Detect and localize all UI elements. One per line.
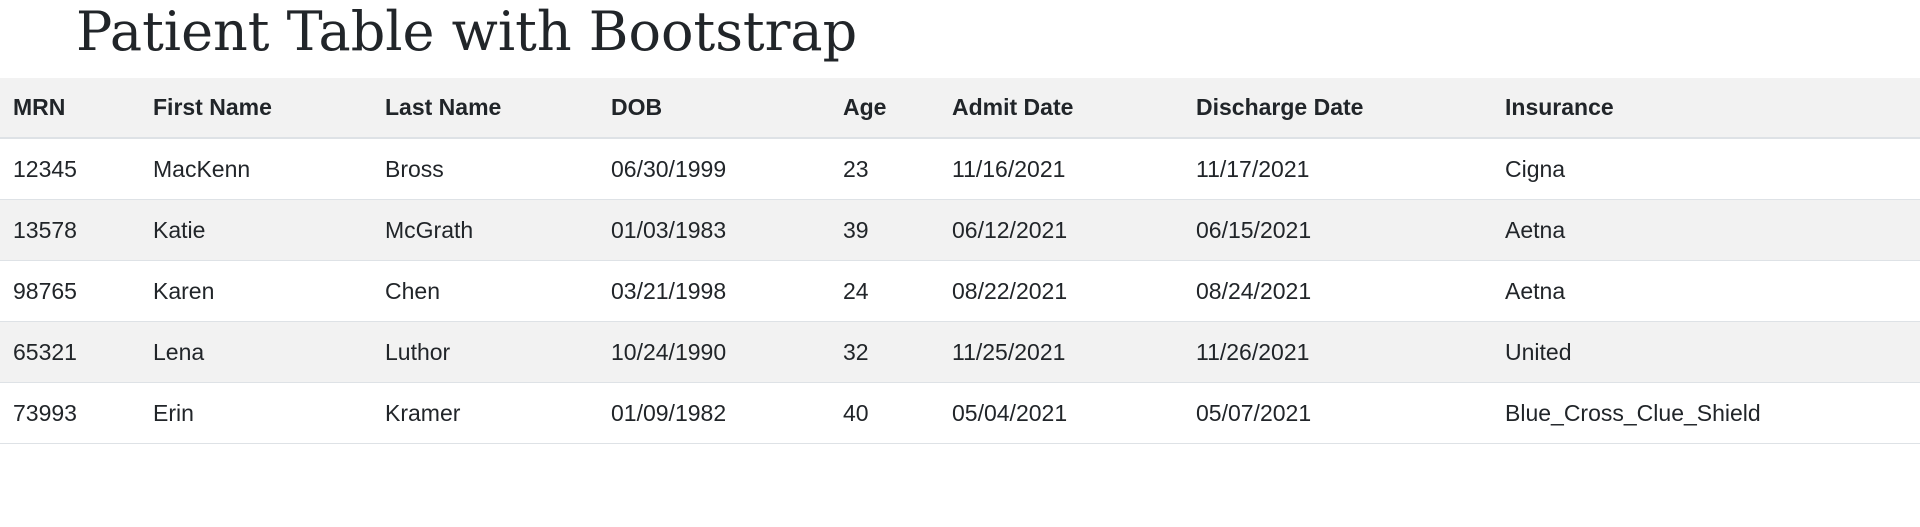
cell-discharge-date: 11/17/2021 <box>1183 138 1492 200</box>
cell-admit-date: 08/22/2021 <box>939 260 1183 322</box>
cell-first-name: MacKenn <box>140 138 372 200</box>
cell-dob: 01/03/1983 <box>598 199 830 261</box>
cell-mrn: 73993 <box>0 382 140 444</box>
cell-dob: 01/09/1982 <box>598 382 830 444</box>
cell-dob: 03/21/1998 <box>598 260 830 322</box>
cell-last-name: Bross <box>372 138 598 200</box>
page-title: Patient Table with Bootstrap <box>76 0 858 63</box>
cell-first-name: Erin <box>140 382 372 444</box>
column-header-admit-date: Admit Date <box>939 78 1183 139</box>
column-header-last-name: Last Name <box>372 78 598 139</box>
cell-first-name: Katie <box>140 199 372 261</box>
cell-last-name: Kramer <box>372 382 598 444</box>
cell-insurance: Cigna <box>1492 138 1920 200</box>
table-header: MRN First Name Last Name DOB Age Admit D… <box>0 78 1920 139</box>
cell-insurance: Aetna <box>1492 199 1920 261</box>
cell-last-name: Luthor <box>372 321 598 383</box>
cell-insurance: United <box>1492 321 1920 383</box>
cell-first-name: Lena <box>140 321 372 383</box>
cell-age: 32 <box>830 321 939 383</box>
cell-age: 24 <box>830 260 939 322</box>
cell-first-name: Karen <box>140 260 372 322</box>
header-row: MRN First Name Last Name DOB Age Admit D… <box>0 78 1920 139</box>
cell-mrn: 65321 <box>0 321 140 383</box>
column-header-age: Age <box>830 78 939 139</box>
cell-discharge-date: 11/26/2021 <box>1183 321 1492 383</box>
cell-admit-date: 05/04/2021 <box>939 382 1183 444</box>
cell-dob: 06/30/1999 <box>598 138 830 200</box>
column-header-discharge-date: Discharge Date <box>1183 78 1492 139</box>
table-row: 73993 Erin Kramer 01/09/1982 40 05/04/20… <box>0 382 1920 444</box>
table-row: 13578 Katie McGrath 01/03/1983 39 06/12/… <box>0 199 1920 261</box>
cell-insurance: Blue_Cross_Clue_Shield <box>1492 382 1920 444</box>
cell-discharge-date: 05/07/2021 <box>1183 382 1492 444</box>
column-header-mrn: MRN <box>0 78 140 139</box>
cell-discharge-date: 06/15/2021 <box>1183 199 1492 261</box>
cell-mrn: 98765 <box>0 260 140 322</box>
table-row: 98765 Karen Chen 03/21/1998 24 08/22/202… <box>0 260 1920 322</box>
cell-last-name: Chen <box>372 260 598 322</box>
cell-mrn: 12345 <box>0 138 140 200</box>
cell-age: 40 <box>830 382 939 444</box>
table-row: 12345 MacKenn Bross 06/30/1999 23 11/16/… <box>0 138 1920 200</box>
cell-age: 39 <box>830 199 939 261</box>
patient-table: MRN First Name Last Name DOB Age Admit D… <box>0 78 1920 444</box>
cell-last-name: McGrath <box>372 199 598 261</box>
cell-admit-date: 11/25/2021 <box>939 321 1183 383</box>
table-body: 12345 MacKenn Bross 06/30/1999 23 11/16/… <box>0 138 1920 444</box>
cell-admit-date: 11/16/2021 <box>939 138 1183 200</box>
cell-discharge-date: 08/24/2021 <box>1183 260 1492 322</box>
cell-dob: 10/24/1990 <box>598 321 830 383</box>
cell-age: 23 <box>830 138 939 200</box>
column-header-dob: DOB <box>598 78 830 139</box>
table-row: 65321 Lena Luthor 10/24/1990 32 11/25/20… <box>0 321 1920 383</box>
column-header-insurance: Insurance <box>1492 78 1920 139</box>
cell-admit-date: 06/12/2021 <box>939 199 1183 261</box>
cell-insurance: Aetna <box>1492 260 1920 322</box>
cell-mrn: 13578 <box>0 199 140 261</box>
column-header-first-name: First Name <box>140 78 372 139</box>
